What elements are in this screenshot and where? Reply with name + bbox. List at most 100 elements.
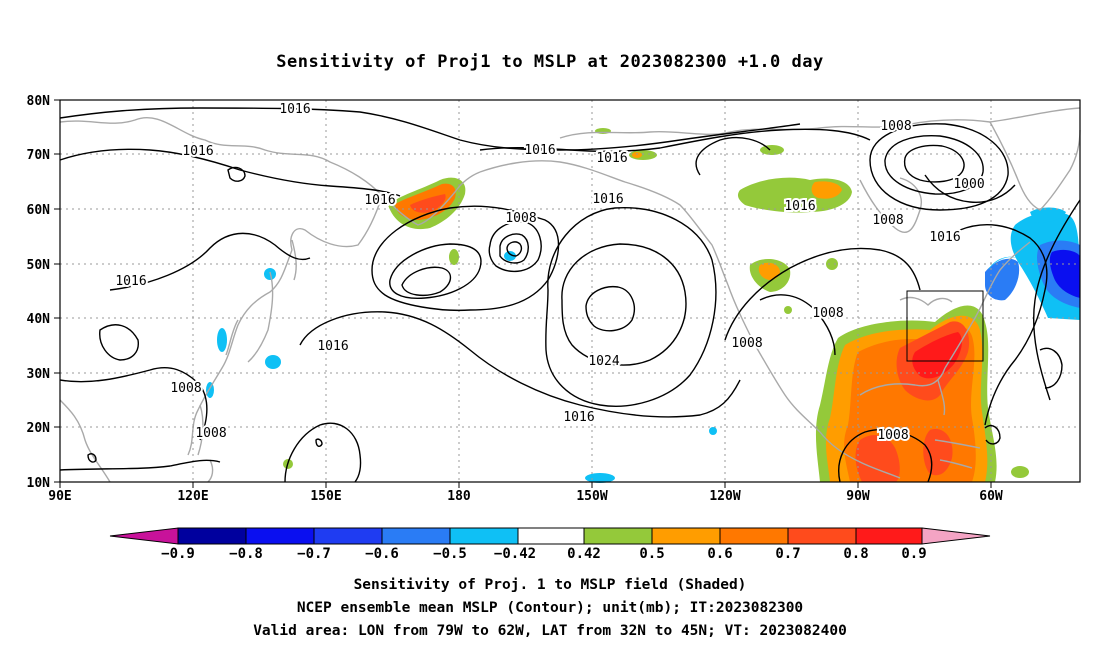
colorbar-box [787, 527, 857, 545]
isobar-hudson-low [869, 123, 1009, 211]
lat-tick-label: 80N [27, 94, 51, 109]
colorbar-box [719, 527, 789, 545]
isobar [59, 107, 801, 151]
coast-japan [247, 271, 274, 363]
shade-negative-greenland-cyan [1030, 207, 1066, 223]
colorbar-label: 0.9 [901, 546, 926, 562]
sensitivity-shading [206, 128, 1080, 483]
coast-philippines [197, 404, 214, 483]
colorbar-label: 0.6 [707, 546, 732, 562]
isobar [959, 224, 1048, 426]
isobar [227, 166, 246, 182]
contour-label: 1008 [505, 211, 536, 226]
colorbar-label: −0.9 [161, 546, 195, 562]
coast-kamchatka [381, 171, 481, 226]
colorbar-label: −0.6 [365, 546, 399, 562]
coast-okhotsk [290, 195, 383, 251]
shade-positive-pacific-green1 [449, 249, 459, 265]
shade-positive-gulf-green [1011, 466, 1029, 478]
colorbar-label: −0.7 [297, 546, 331, 562]
isobar-pacific-high2 [561, 243, 687, 366]
colorbar-box [313, 527, 383, 545]
plot-frame [59, 99, 1081, 483]
shade-positive-arctic-orange [632, 152, 642, 158]
shade-positive-plains-green2 [784, 306, 792, 314]
shade-positive-canada-orange [811, 181, 842, 199]
colorbar-label: −0.5 [433, 546, 467, 562]
colorbar-box [177, 527, 247, 545]
figure-title: Sensitivity of Proj1 to MSLP at 20230823… [276, 52, 823, 72]
shade-positive-us-red2 [912, 332, 962, 379]
shade-negative-philippines-cyan [206, 382, 214, 398]
lat-tick-label: 10N [27, 476, 51, 491]
isobar-pacific-high [545, 207, 717, 407]
contour-label: 1000 [953, 177, 984, 192]
isobar-hudson-low3 [903, 144, 965, 183]
isobar [99, 324, 139, 361]
isobar-bering-low3 [506, 241, 523, 257]
colorbar-label: 0.7 [775, 546, 800, 562]
colorbar-cap-low [109, 527, 179, 545]
isobar [838, 429, 933, 483]
lat-tick-label: 20N [27, 421, 51, 436]
contour-label: 1016 [592, 192, 623, 207]
lon-tick-label: 60W [979, 489, 1003, 504]
lon-tick-label: 90E [48, 489, 71, 504]
isobar [924, 174, 1016, 203]
lat-tick-label: 30N [27, 367, 51, 382]
isobar-bering-low [488, 221, 542, 273]
contour-label: 1016 [279, 102, 310, 117]
isobar [109, 232, 311, 291]
shade-positive-us-red3 [855, 435, 900, 482]
contour-label: 1016 [563, 410, 594, 425]
lon-tick-label: 90W [846, 489, 870, 504]
caption-line-2: NCEP ensemble mean MSLP (Contour); unit(… [297, 600, 803, 616]
contour-label: 1024 [588, 354, 619, 369]
contour-label: 1008 [170, 381, 201, 396]
contour-label: 1016 [784, 199, 815, 214]
contour-label: 1016 [115, 274, 146, 289]
shade-negative-nova-scotia [985, 258, 1020, 301]
shade-positive-canada-green2 [760, 145, 784, 155]
shade-negative-tropics-cyan [585, 473, 615, 483]
coast-asia-north [59, 117, 383, 197]
isobar [299, 311, 741, 418]
colorbar-box [583, 527, 653, 545]
shade-negative-pacific-cyan [504, 251, 516, 261]
coast-mexico [819, 431, 901, 479]
contour-label: 1008 [731, 336, 762, 351]
lon-tick-label: 120W [709, 489, 740, 504]
coast-great-lakes [899, 296, 953, 306]
isobar [984, 424, 1001, 445]
contour-label: 1016 [524, 143, 555, 158]
contour-labels: 1016 1016 1016 1016 1016 1016 1008 1016 … [113, 100, 986, 445]
colorbar-box [245, 527, 315, 545]
shade-negative-mexico-cyan [709, 427, 717, 435]
latitude-axis: 80N 70N 60N 50N 40N 30N 20N 10N [27, 94, 60, 491]
coast-caribbean [934, 439, 981, 469]
coastlines [59, 107, 1081, 483]
colorbar-cap-high [921, 527, 991, 545]
shade-negative-atlantic-darkblue [1049, 249, 1080, 298]
map-plot-area: 1016 1016 1016 1016 1016 1016 1008 1016 … [59, 99, 1081, 483]
graticule [60, 100, 1080, 482]
caption-line-3: Valid area: LON from 79W to 62W, LAT fro… [253, 623, 847, 639]
contour-label: 1008 [877, 428, 908, 443]
contour-label: 1008 [195, 426, 226, 441]
shade-negative-nova-scotia-cyan [988, 256, 1020, 270]
colorbar: −0.9 −0.8 −0.7 −0.6 −0.5 −0.42 0.42 0.5 … [109, 527, 991, 562]
lon-tick-label: 180 [447, 489, 471, 504]
coast-greenland [989, 121, 1081, 211]
colorbar-label: 0.42 [567, 546, 601, 562]
colorbar-box [449, 527, 519, 545]
shade-positive-plains-green [826, 258, 838, 270]
coast-florida [937, 379, 946, 416]
contour-label: 1008 [812, 306, 843, 321]
isobar-hudson-low2 [884, 135, 984, 195]
contour-label: 1008 [872, 213, 903, 228]
contour-label: 1016 [182, 144, 213, 159]
coast-east-us [944, 241, 1031, 369]
isobar-bering-low2 [499, 233, 529, 264]
colorbar-box [855, 527, 923, 545]
